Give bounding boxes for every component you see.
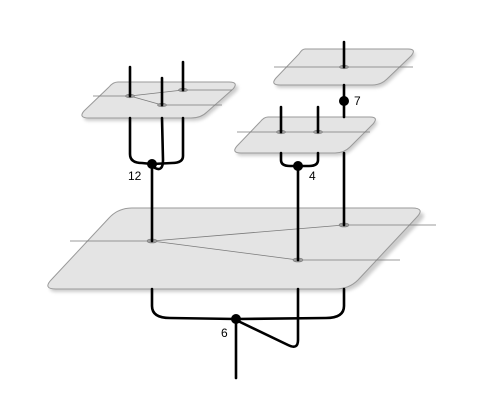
strand-mid-loop-right — [296, 151, 320, 168]
strand-bottom-crossing — [236, 287, 300, 348]
top-left-plate-group — [81, 81, 239, 121]
middle-right-plate-group — [234, 116, 378, 156]
junction-dots — [147, 96, 349, 324]
strand-left-crossing — [148, 116, 165, 171]
junction-4-label: 4 — [309, 169, 316, 183]
strand-bottom-right — [234, 287, 346, 321]
strand-mid-loop-left — [279, 151, 300, 168]
middle-right-plate — [234, 116, 376, 154]
strand-left-loop — [128, 116, 154, 166]
junction-7-label: 7 — [354, 94, 361, 108]
junction-6-dot — [231, 314, 241, 324]
strand-bottom-left — [150, 287, 238, 321]
top-left-plate — [81, 81, 236, 119]
junction-4-dot — [293, 161, 303, 171]
strands — [128, 40, 346, 380]
bottom-plate-group — [47, 207, 436, 292]
junction-12-label: 12 — [128, 169, 142, 183]
junction-labels: 12 4 7 6 — [128, 94, 361, 340]
junction-12-dot — [147, 159, 157, 169]
junction-6-label: 6 — [221, 326, 228, 340]
strand-right-loop — [150, 116, 185, 166]
junction-7-dot — [339, 96, 349, 106]
bottom-plate — [47, 207, 421, 290]
